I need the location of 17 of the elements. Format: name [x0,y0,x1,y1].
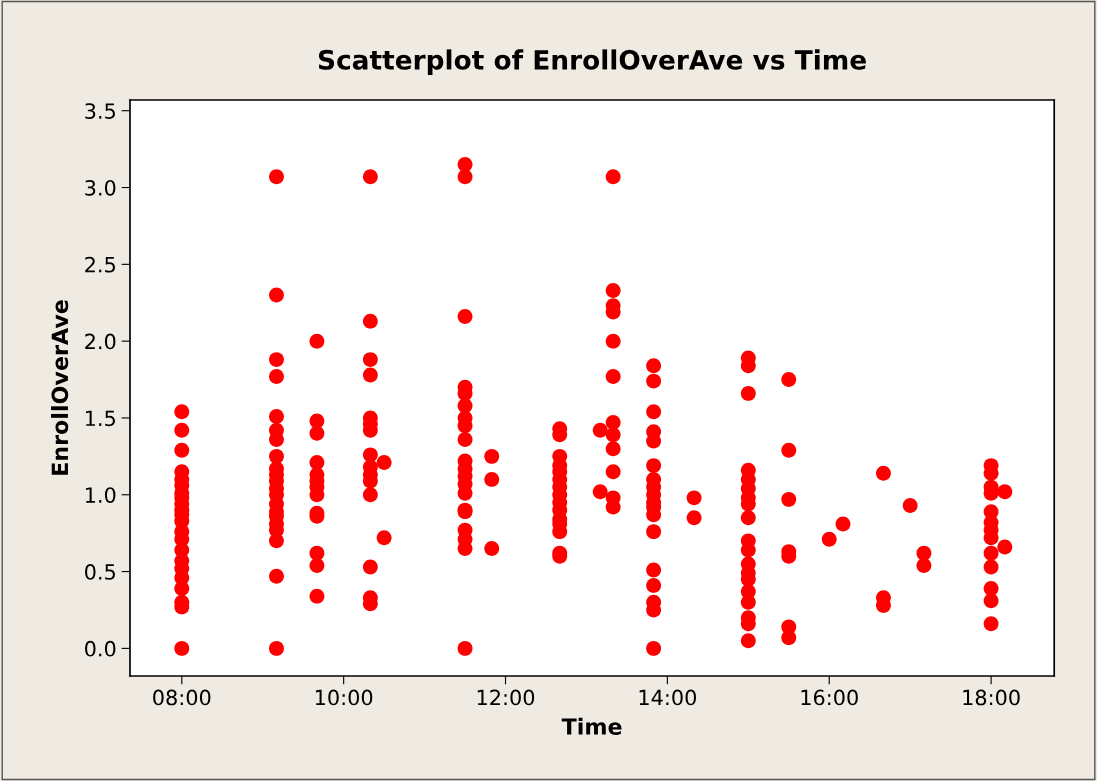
x-tick-label: 14:00 [639,689,697,706]
y-tick-label: 1.0 [85,487,116,503]
y-tick-label: 1.5 [85,410,115,427]
x-tick-label: 10:00 [315,689,373,706]
y-axis-title: EnrollOverAve [51,300,69,475]
x-tick-label: 12:00 [477,689,535,706]
x-tick-label: 18:00 [963,689,1020,706]
y-tick-label: 2.0 [85,333,116,350]
y-tick-label: 3.5 [85,103,115,119]
x-axis-title: Time [561,717,622,735]
y-tick-label: 3.0 [85,179,116,196]
y-tick-label: 0.0 [85,640,116,657]
x-tick-label: 16:00 [801,689,858,706]
y-tick-label: 0.5 [85,564,115,580]
y-tick-label: 2.5 [85,256,115,273]
x-tick-label: 08:00 [153,689,211,706]
chart-title: Scatterplot of EnrollOverAve vs Time [318,49,866,75]
